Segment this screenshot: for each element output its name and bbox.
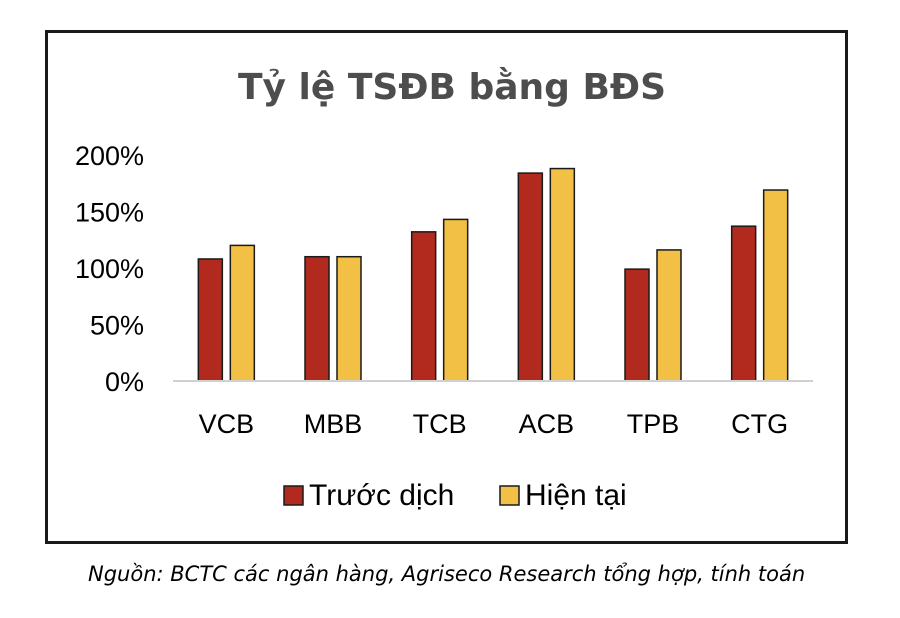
bar-vcb-series-2 <box>229 244 256 382</box>
bar-acb-series-2 <box>549 167 576 382</box>
y-axis: 0% 50% 100% 150% 200% <box>75 141 144 397</box>
source-note: Nguồn: BCTC các ngân hàng, Agriseco Rese… <box>88 562 806 586</box>
legend-swatch <box>283 485 304 506</box>
bar-tpb-series-1 <box>624 268 650 382</box>
bar-ctg-series-1 <box>730 225 757 382</box>
bar-tpb-series-2 <box>656 249 682 382</box>
x-tick-label: VCB <box>199 409 255 439</box>
y-tick-label: 150% <box>75 198 144 228</box>
bar-tcb-series-2 <box>442 218 469 382</box>
y-tick-label: 0% <box>105 367 144 397</box>
legend: Trước dịch Hiện tại <box>283 479 627 512</box>
x-tick-label: TPB <box>627 409 680 439</box>
y-tick-label: 50% <box>90 311 144 341</box>
bar-acb-series-1 <box>517 172 544 382</box>
bar-tcb-series-1 <box>410 231 437 382</box>
legend-swatch <box>499 485 520 506</box>
x-tick-label: ACB <box>519 409 575 439</box>
bar-vcb-series-1 <box>197 258 224 382</box>
bars-group <box>197 167 789 382</box>
chart-frame: Tỷ lệ TSĐB bằng BĐS 0% 50% 100% 150% 200% VC… <box>45 30 848 544</box>
bar-mbb-series-1 <box>304 255 330 382</box>
bar-chart: Tỷ lệ TSĐB bằng BĐS 0% 50% 100% 150% 200% VC… <box>75 67 813 512</box>
chart-title: Tỷ lệ TSĐB bằng BĐS <box>238 67 666 108</box>
x-axis: VCB MBB TCB ACB TPB CTG <box>199 409 789 439</box>
x-tick-label: CTG <box>731 409 788 439</box>
y-tick-label: 200% <box>75 141 144 171</box>
legend-label: Hiện tại <box>525 479 627 512</box>
x-tick-label: TCB <box>413 409 467 439</box>
legend-label: Trước dịch <box>309 479 454 512</box>
x-tick-label: MBB <box>304 409 363 439</box>
y-tick-label: 100% <box>75 254 144 284</box>
bar-ctg-series-2 <box>762 189 789 382</box>
bar-mbb-series-2 <box>336 255 362 382</box>
